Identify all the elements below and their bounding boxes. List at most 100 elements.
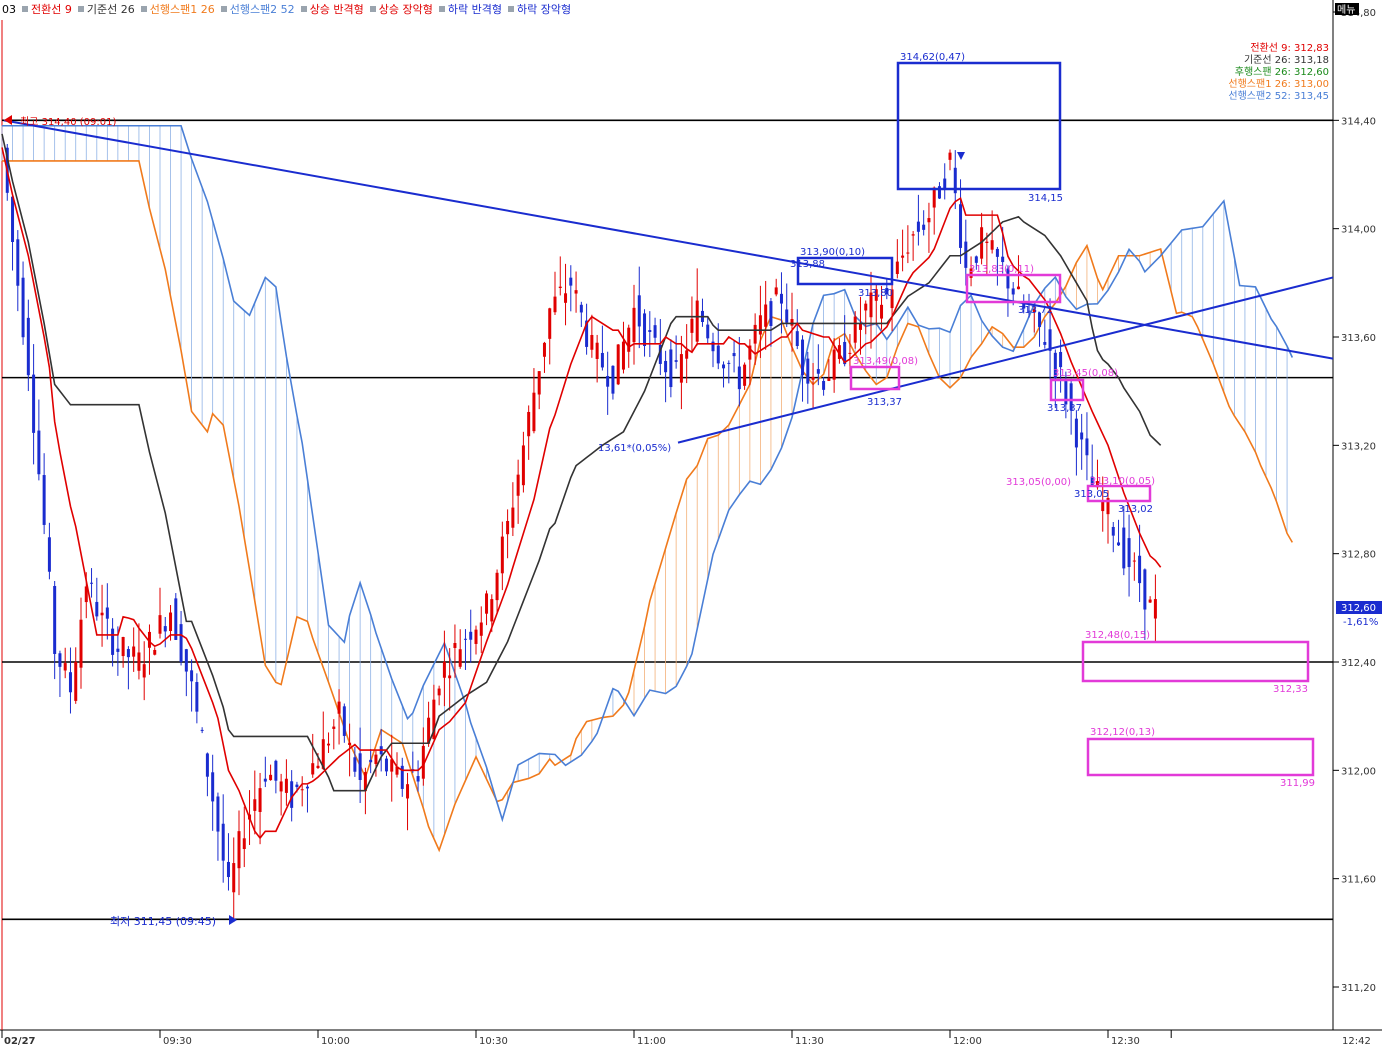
candle-body <box>458 649 462 667</box>
candle-body <box>864 303 868 311</box>
high-marker-label: 최고 314,40 (09:01) <box>20 116 116 128</box>
candle-body <box>959 204 963 248</box>
legend-item[interactable]: 하락 장악형 <box>508 1 571 17</box>
candle-body <box>1148 599 1152 603</box>
y-tick-label: 314,40 <box>1341 116 1376 127</box>
candle-body <box>827 378 831 381</box>
pattern-box-pink-3 <box>1049 378 1085 402</box>
candle-body <box>163 626 167 632</box>
candle-body <box>258 788 262 812</box>
legend-marker-icon <box>220 6 227 12</box>
candle-body <box>169 612 173 632</box>
candle-body <box>327 743 331 746</box>
x-tick-label: 11:00 <box>637 1036 666 1047</box>
candle-body <box>895 261 899 274</box>
candle-body <box>427 717 431 744</box>
candle-body <box>1132 560 1136 562</box>
pattern-box-pink-1 <box>849 365 901 391</box>
candle-body <box>558 286 562 289</box>
candle-body <box>837 345 841 359</box>
candle-body <box>500 536 504 574</box>
candle-body <box>648 330 652 332</box>
candle-body <box>274 760 278 781</box>
box-pink1-top-label: 313,49(0,08) <box>853 356 918 367</box>
box-pink3-bottom-label: 313,37 <box>1047 403 1082 414</box>
candle-body <box>358 753 362 780</box>
legend-item[interactable]: 선행스팬1 26 <box>140 1 215 17</box>
candle-body <box>316 765 320 769</box>
candle-body <box>542 342 546 357</box>
low-marker-label: 최저 311,45 (09:45) <box>110 915 216 928</box>
candle-body <box>263 778 267 782</box>
candle-body <box>711 341 715 352</box>
candle-body <box>16 239 20 286</box>
candle-body <box>495 572 499 601</box>
candle-body <box>1011 288 1015 295</box>
candle-body <box>858 322 862 330</box>
legend-item[interactable]: 상승 반격형 <box>300 1 364 17</box>
candle-body <box>1138 555 1142 584</box>
y-tick-label: 311,60 <box>1341 875 1376 886</box>
candle-body <box>311 763 315 775</box>
candle-body <box>232 863 236 893</box>
candle-body <box>722 364 726 369</box>
candle-body <box>384 758 388 772</box>
candle-body <box>606 375 610 387</box>
candle-body <box>658 344 662 364</box>
candle-body <box>600 352 604 368</box>
candle-body <box>532 392 536 432</box>
candle-body <box>1032 309 1036 313</box>
x-tick-label: 12:00 <box>953 1036 982 1047</box>
tenkan-line <box>1 147 1162 840</box>
low-arrow-icon <box>229 915 237 925</box>
candle-body <box>253 799 257 811</box>
legend-item[interactable]: 선행스팬2 52 <box>220 1 295 17</box>
candle-body <box>437 688 441 696</box>
candle-body <box>369 759 373 763</box>
candle-body <box>911 234 915 236</box>
candle-body <box>901 255 905 258</box>
candle-body <box>100 612 104 616</box>
legend-item[interactable]: 하락 반격형 <box>438 1 502 17</box>
candle-body <box>1001 256 1005 263</box>
legend-marker-icon <box>369 6 376 12</box>
candle-body <box>221 823 225 861</box>
candle-body <box>1069 383 1073 411</box>
candle-body <box>153 649 157 655</box>
candle-body <box>174 598 178 640</box>
candle-body <box>305 786 309 789</box>
candle-body <box>137 652 141 671</box>
pattern-box-pink-5 <box>1081 640 1310 683</box>
y-tick-label: 312,40 <box>1341 658 1376 669</box>
candle-body <box>406 784 410 799</box>
candle-body <box>943 178 947 190</box>
legend-item[interactable]: 상승 장악형 <box>369 1 433 17</box>
legend-item[interactable]: 기준선 26 <box>77 1 135 17</box>
candle-body <box>105 607 109 619</box>
y-tick-label: 313,60 <box>1341 333 1376 344</box>
candle-body <box>764 304 768 327</box>
legend-item[interactable]: 전환선 9 <box>22 1 72 17</box>
candle-body <box>279 781 283 792</box>
candle-body <box>985 241 989 243</box>
candle-body <box>616 344 620 385</box>
candle-body <box>416 776 420 782</box>
candle-body <box>63 663 67 671</box>
candle-body <box>195 682 199 712</box>
candle-body <box>995 248 999 257</box>
indicator-value: 전환선 9: 312,83 <box>1250 42 1329 54</box>
pattern-box-mid <box>796 256 894 286</box>
candle-body <box>590 334 594 350</box>
candle-body <box>916 221 920 232</box>
candle-body <box>869 292 873 318</box>
candle-body <box>421 745 425 779</box>
candle-body <box>611 365 615 394</box>
box-pink6-top-label: 312,12(0,13) <box>1090 727 1155 738</box>
x-tick-label: 02/27 <box>4 1036 36 1047</box>
senkou-span2-line <box>2 124 1294 823</box>
trendline-low-label: 13,61*(0,05%) <box>598 443 671 454</box>
candle-body <box>1074 418 1078 448</box>
candle-body <box>806 358 810 384</box>
candle-body <box>727 362 731 364</box>
candle-body <box>569 277 573 286</box>
